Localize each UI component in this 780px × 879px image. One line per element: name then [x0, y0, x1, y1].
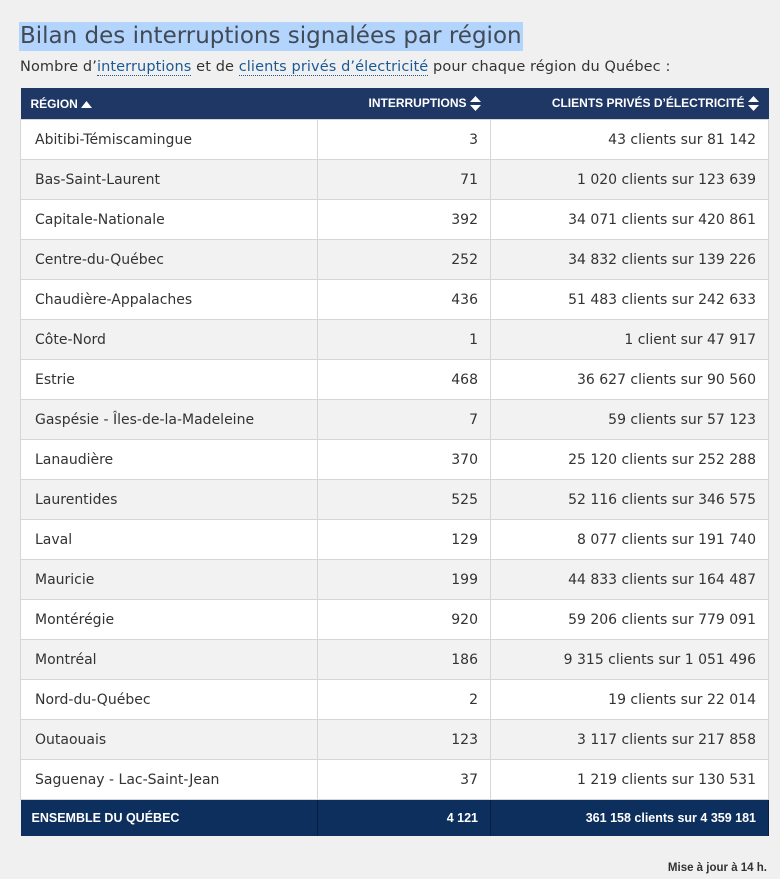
- interruptions-cell: 370: [317, 439, 491, 480]
- interruptions-cell: 436: [317, 279, 491, 320]
- clients-header-label: Clients privés d’électricité: [551, 95, 745, 110]
- clients-cell: 25 120 clients sur 252 288: [490, 439, 769, 480]
- region-cell: Nord-du-Québec: [20, 679, 318, 720]
- interruptions-cell: 920: [317, 599, 491, 640]
- table-row: Outaouais 123 3 117 clients sur 217 858: [20, 719, 769, 760]
- table-row: Centre-du-Québec 252 34 832 clients sur 13…: [20, 239, 769, 280]
- total-row: Ensemble du Québec 4 121 361 158 clients…: [20, 799, 769, 836]
- sort-ascending-icon: [80, 100, 92, 108]
- clients-cell: 19 clients sur 22 014: [490, 679, 769, 720]
- table-row: Abitibi-Témiscamingue 3 43 clients sur 81 …: [20, 119, 769, 160]
- region-cell: Montréal: [20, 639, 318, 680]
- region-cell: Capitale-Nationale: [20, 199, 318, 240]
- table-row: Capitale-Nationale 392 34 071 clients sur …: [20, 199, 769, 240]
- clients-cell: 43 clients sur 81 142: [490, 119, 769, 160]
- clients-cell: 34 832 clients sur 139 226: [490, 239, 769, 280]
- region-cell: Outaouais: [20, 719, 318, 760]
- interruptions-cell: 186: [317, 639, 491, 680]
- clients-cell: 34 071 clients sur 420 861: [490, 199, 769, 240]
- interruptions-cell: 71: [317, 159, 491, 200]
- clients-cell: 3 117 clients sur 217 858: [490, 719, 769, 760]
- table-row: Montérégie 920 59 206 clients sur 779 091: [20, 599, 769, 640]
- table-row: Laval 129 8 077 clients sur 191 740: [20, 519, 769, 560]
- table-header-row: Région Interruptions Clients privés d’él…: [20, 88, 769, 120]
- regions-table: Région Interruptions Clients privés d’él…: [20, 88, 769, 836]
- subtitle-suffix: pour chaque région du Québec :: [428, 59, 671, 75]
- total-clients-cell: 361 158 clients sur 4 359 181: [490, 799, 769, 836]
- region-header-label: Région: [30, 96, 78, 111]
- sort-by-interruptions-header[interactable]: Interruptions: [317, 88, 491, 120]
- clients-cell: 59 clients sur 57 123: [490, 399, 769, 440]
- region-cell: Estrie: [20, 359, 318, 400]
- table-row: Montréal 186 9 315 clients sur 1 051 496: [20, 639, 769, 680]
- table-row: Chaudière-Appalaches 436 51 483 clients su…: [20, 279, 769, 320]
- clients-prives-definition-link[interactable]: clients privés d’électricité: [238, 59, 429, 76]
- region-cell: Gaspésie - Îles-de-la-Madeleine: [20, 399, 318, 440]
- region-cell: Laurentides: [20, 479, 318, 520]
- interruptions-cell: 1: [317, 319, 491, 360]
- interruptions-cell: 123: [317, 719, 491, 760]
- region-cell: Chaudière-Appalaches: [20, 279, 318, 320]
- table-body: Abitibi-Témiscamingue 3 43 clients sur 81 …: [20, 119, 769, 800]
- clients-cell: 59 206 clients sur 779 091: [490, 599, 769, 640]
- sort-by-region-header[interactable]: Région: [20, 88, 318, 120]
- interruptions-cell: 37: [317, 759, 491, 800]
- interruptions-cell: 525: [317, 479, 491, 520]
- interruptions-cell: 199: [317, 559, 491, 600]
- interruptions-cell: 392: [317, 199, 491, 240]
- subtitle-prefix: Nombre d’: [20, 59, 97, 75]
- region-cell: Montérégie: [20, 599, 318, 640]
- region-cell: Mauricie: [20, 559, 318, 600]
- subtitle-middle: et de: [191, 59, 239, 75]
- last-updated-note: Mise à jour à 14 h.: [667, 862, 767, 874]
- sort-both-icon: [469, 96, 481, 112]
- sort-by-clients-header[interactable]: Clients privés d’électricité: [490, 88, 769, 120]
- clients-cell: 8 077 clients sur 191 740: [490, 519, 769, 560]
- table-row: Estrie 468 36 627 clients sur 90 560: [20, 359, 769, 400]
- interruptions-cell: 3: [317, 119, 491, 160]
- clients-cell: 36 627 clients sur 90 560: [490, 359, 769, 400]
- region-cell: Saguenay - Lac-Saint-Jean: [20, 759, 318, 800]
- region-cell: Laval: [20, 519, 318, 560]
- table-row: Saguenay - Lac-Saint-Jean 37 1 219 clients…: [20, 759, 769, 800]
- region-cell: Centre-du-Québec: [20, 239, 318, 280]
- region-cell: Côte-Nord: [20, 319, 318, 360]
- clients-cell: 51 483 clients sur 242 633: [490, 279, 769, 320]
- clients-cell: 52 116 clients sur 346 575: [490, 479, 769, 520]
- page-title: Bilan des interruptions signalées par ré…: [19, 22, 523, 51]
- interruptions-header-label: Interruptions: [368, 95, 467, 110]
- clients-cell: 44 833 clients sur 164 487: [490, 559, 769, 600]
- interruptions-cell: 2: [317, 679, 491, 720]
- table-row: Bas-Saint-Laurent 71 1 020 clients sur 123…: [20, 159, 769, 200]
- table-row: Laurentides 525 52 116 clients sur 346 575: [20, 479, 769, 520]
- table-row: Nord-du-Québec 2 19 clients sur 22 014: [20, 679, 769, 720]
- region-cell: Lanaudière: [20, 439, 318, 480]
- interruptions-cell: 468: [317, 359, 491, 400]
- total-region-cell: Ensemble du Québec: [20, 799, 318, 836]
- table-row: Côte-Nord 1 1 client sur 47 917: [20, 319, 769, 360]
- interruptions-cell: 129: [317, 519, 491, 560]
- clients-cell: 1 020 clients sur 123 639: [490, 159, 769, 200]
- sort-both-icon: [747, 96, 759, 112]
- region-cell: Abitibi-Témiscamingue: [20, 119, 318, 160]
- region-cell: Bas-Saint-Laurent: [20, 159, 318, 200]
- interruptions-definition-link[interactable]: interruptions: [96, 59, 192, 76]
- table-row: Gaspésie - Îles-de-la-Madeleine 7 59 clien…: [20, 399, 769, 440]
- interruptions-cell: 252: [317, 239, 491, 280]
- table-row: Mauricie 199 44 833 clients sur 164 487: [20, 559, 769, 600]
- clients-cell: 9 315 clients sur 1 051 496: [490, 639, 769, 680]
- clients-cell: 1 219 clients sur 130 531: [490, 759, 769, 800]
- total-interruptions-cell: 4 121: [317, 799, 491, 836]
- interruptions-cell: 7: [317, 399, 491, 440]
- page-subtitle: Nombre d’interruptions et de clients pri…: [20, 59, 671, 76]
- table-row: Lanaudière 370 25 120 clients sur 252 288: [20, 439, 769, 480]
- clients-cell: 1 client sur 47 917: [490, 319, 769, 360]
